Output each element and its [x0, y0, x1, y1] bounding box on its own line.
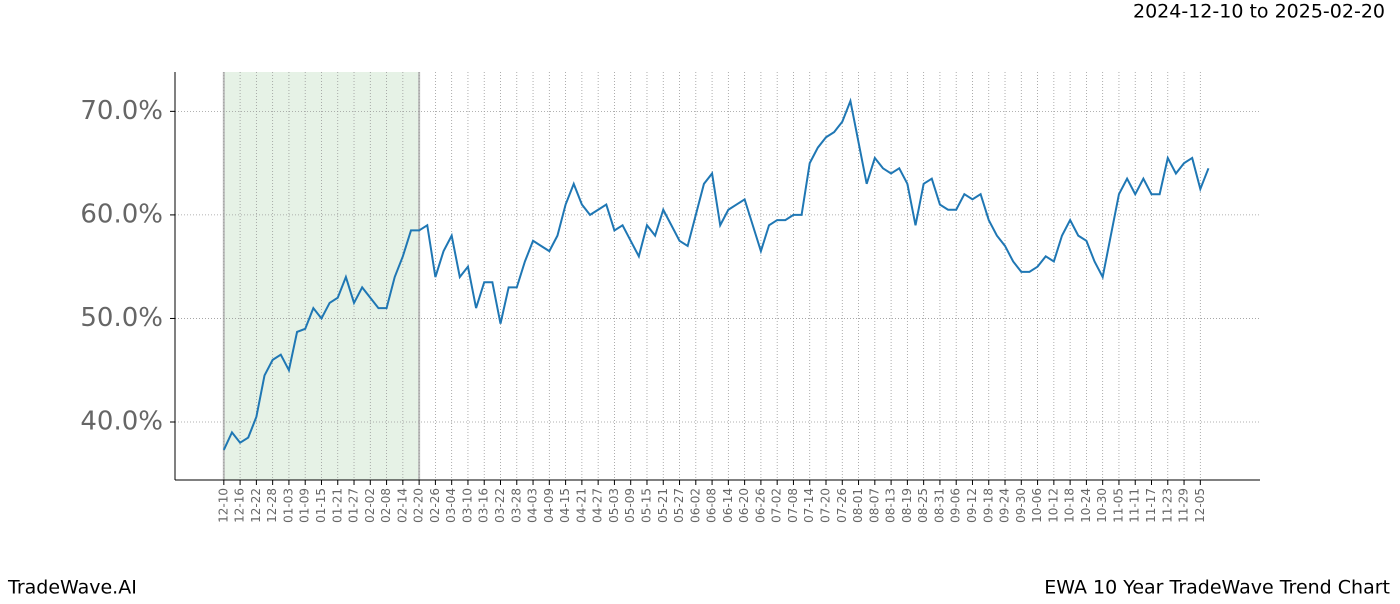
x-tick-label: 08-31 [932, 488, 946, 523]
x-tick-label: 03-04 [444, 488, 458, 523]
x-tick-label: 06-26 [753, 488, 767, 523]
x-tick-label: 09-18 [981, 488, 995, 523]
x-tick-label: 04-21 [574, 488, 588, 523]
x-tick-label: 09-30 [1014, 488, 1028, 523]
x-tick-label: 01-21 [330, 488, 344, 523]
y-tick-label: 60.0% [80, 199, 163, 229]
x-tick-label: 11-29 [1177, 488, 1191, 523]
x-tick-label: 10-12 [1046, 488, 1060, 523]
x-tick-label: 03-16 [477, 488, 491, 523]
x-tick-label: 10-24 [1079, 488, 1093, 523]
date-range: 2024-12-10 to 2025-02-20 [1133, 1, 1385, 23]
x-tick-label: 08-07 [867, 488, 881, 523]
x-tick-label: 11-05 [1111, 488, 1125, 523]
x-tick-label: 09-24 [998, 488, 1012, 523]
x-tick-label: 06-08 [705, 488, 719, 523]
x-tick-label: 07-14 [802, 488, 816, 523]
x-tick-label: 10-06 [1030, 488, 1044, 523]
x-tick-label: 11-23 [1160, 488, 1174, 523]
x-tick-label: 01-27 [347, 488, 361, 523]
x-tick-label: 04-03 [526, 488, 540, 523]
x-tick-label: 08-01 [851, 488, 865, 523]
y-tick-label: 50.0% [80, 303, 163, 333]
x-tick-label: 07-08 [786, 488, 800, 523]
x-tick-label: 03-10 [460, 488, 474, 523]
x-tick-label: 12-16 [233, 488, 247, 523]
x-tick-label: 06-02 [688, 488, 702, 523]
y-tick-label: 40.0% [80, 407, 163, 437]
brand: TradeWave.AI [7, 577, 137, 599]
trend-line [222, 97, 1210, 451]
x-tick-label: 08-25 [916, 488, 930, 523]
x-tick-label: 05-21 [656, 488, 670, 523]
x-tick-label: 07-26 [835, 488, 849, 523]
x-tick-label: 10-30 [1095, 488, 1109, 523]
x-tick-label: 03-28 [509, 488, 523, 523]
x-tick-label: 12-28 [265, 488, 279, 523]
x-tick-label: 05-03 [607, 488, 621, 523]
x-tick-label: 02-26 [428, 488, 442, 523]
x-tick-label: 06-20 [737, 488, 751, 523]
x-tick-label: 05-15 [639, 488, 653, 523]
x-tick-label: 07-20 [819, 488, 833, 523]
x-tick-label: 03-22 [493, 488, 507, 523]
x-tick-label: 12-22 [249, 488, 263, 523]
x-tick-label: 12-05 [1193, 488, 1207, 523]
x-tick-label: 08-19 [900, 488, 914, 523]
x-tick-label: 02-14 [395, 488, 409, 523]
x-tick-label: 02-20 [412, 488, 426, 523]
x-tick-label: 09-12 [965, 488, 979, 523]
x-tick-label: 09-06 [949, 488, 963, 523]
x-tick-label: 01-09 [298, 488, 312, 523]
x-tick-label: 05-27 [672, 488, 686, 523]
x-tick-label: 02-02 [363, 488, 377, 523]
x-tick-label: 02-08 [379, 488, 393, 523]
x-tick-label: 04-27 [591, 488, 605, 523]
x-tick-label: 11-11 [1128, 488, 1142, 523]
x-tick-label: 12-10 [216, 488, 230, 523]
x-tick-label: 04-09 [542, 488, 556, 523]
x-tick-label: 01-03 [281, 488, 295, 523]
y-tick-label: 70.0% [80, 96, 163, 126]
x-tick-label: 07-02 [770, 488, 784, 523]
x-tick-label: 04-15 [558, 488, 572, 523]
x-tick-label: 10-18 [1063, 488, 1077, 523]
x-tick-label: 06-14 [721, 488, 735, 523]
x-tick-label: 01-15 [314, 488, 328, 523]
x-tick-label: 08-13 [884, 488, 898, 523]
chart-caption: EWA 10 Year TradeWave Trend Chart [1044, 577, 1390, 599]
x-tick-label: 11-17 [1144, 488, 1158, 523]
x-tick-label: 05-09 [623, 488, 637, 523]
